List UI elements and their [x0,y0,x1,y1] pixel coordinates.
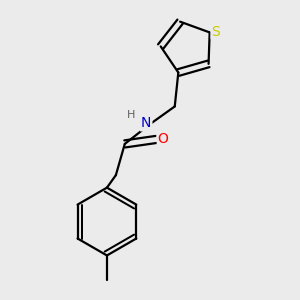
Text: H: H [127,110,135,120]
Text: N: N [141,116,152,130]
Text: S: S [212,25,220,38]
Text: O: O [158,133,169,146]
